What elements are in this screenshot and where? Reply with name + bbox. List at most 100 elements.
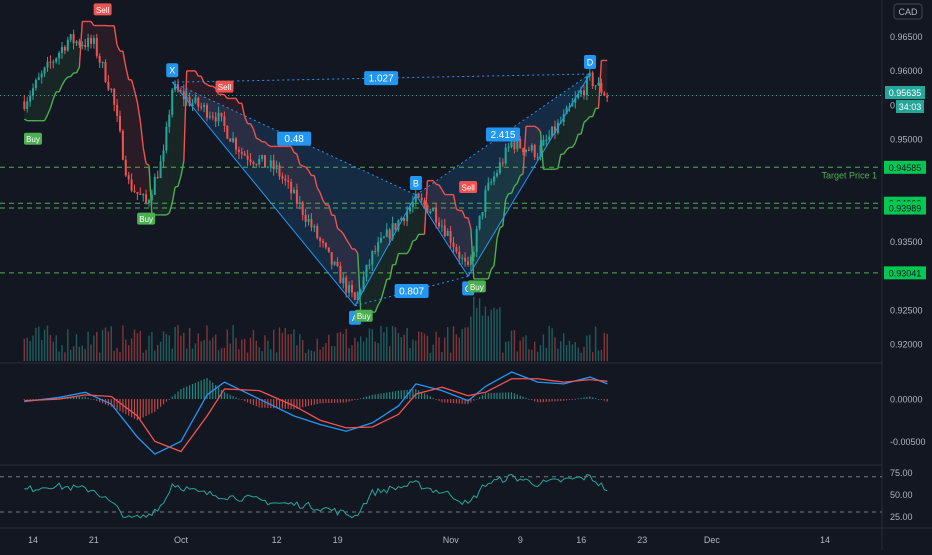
candle-body [273,160,275,169]
candle-body [351,285,353,292]
macd-histogram-bar [369,396,370,399]
macd-histogram-bar [151,399,152,413]
candle-body [49,62,51,63]
volume-bar [511,331,512,361]
signal-label: Sell [461,184,475,193]
macd-histogram-bar [96,399,97,401]
volume-bar [569,341,570,361]
volume-bar [299,334,300,361]
volume-bar [522,337,523,361]
volume-bar [189,328,190,361]
volume-bar [606,334,607,361]
volume-bar [227,330,228,361]
candle-body [600,83,602,93]
volume-bar [412,340,413,361]
volume-bar [70,350,71,361]
volume-bar [264,335,265,361]
volume-bar [84,349,85,361]
candle-body [223,116,225,126]
rsi-tick-label: 50.00 [890,490,913,500]
candle-body [168,115,170,127]
macd-histogram-bar [360,398,361,399]
candle-body [429,211,431,213]
volume-bar [401,337,402,361]
volume-bar [450,353,451,361]
volume-bar [253,330,254,361]
macd-histogram-bar [192,384,193,399]
candle-body [128,175,130,179]
signal-label: Buy [357,312,371,321]
candle-body [290,182,292,193]
candle-body [441,226,443,227]
macd-histogram-bar [531,399,532,400]
candle-body [278,165,280,176]
time-tick-label: 21 [89,535,99,545]
candle-body [165,127,167,151]
candle-body [473,252,475,257]
candle-body [261,155,263,159]
macd-histogram-bar [488,393,489,399]
candle-body [116,105,118,116]
price-tick-label: 0.93500 [890,237,923,247]
volume-bar [456,334,457,361]
macd-histogram-bar [517,394,518,399]
candle-body [336,262,338,266]
candle-body [383,237,385,238]
macd-histogram-bar [377,394,378,399]
candle-body [467,261,469,264]
candle-body [249,159,251,162]
macd-histogram-bar [482,395,483,399]
macd-histogram-bar [476,399,477,400]
macd-histogram-bar [505,393,506,400]
volume-bar [145,350,146,361]
macd-histogram-bar [566,399,567,400]
volume-bar [461,329,462,361]
candle-body [247,156,249,160]
macd-histogram-bar [264,399,265,408]
time-tick-label: 23 [637,535,647,545]
volume-bar [113,351,114,361]
macd-histogram-bar [180,389,181,399]
macd-tick-label: 0.00000 [890,395,923,405]
candle-body [476,229,478,252]
volume-bar [357,342,358,361]
volume-bar [96,332,97,361]
macd-histogram-bar [140,399,141,419]
volume-bar [345,329,346,361]
macd-histogram-bar [227,394,228,400]
candle-body [322,241,324,243]
candle-body [23,101,25,109]
candle-body [58,53,60,58]
macd-histogram-bar [551,399,552,401]
macd-histogram-bar [183,388,184,399]
volume-bar [29,341,30,361]
macd-histogram-bar [230,395,231,399]
volume-bar [285,328,286,361]
candle-body [241,152,243,153]
candle-body [197,98,199,107]
macd-histogram-bar [514,393,515,399]
volume-bar [267,341,268,361]
volume-bar [166,334,167,361]
candle-body [508,147,510,148]
volume-bar [38,327,39,361]
currency-badge[interactable]: CAD [894,4,922,19]
macd-histogram-bar [198,382,199,399]
trail-fill [430,181,433,211]
volume-bar [273,330,274,361]
macd-histogram-bar [328,399,329,403]
trail-fill [239,103,242,153]
volume-bar [174,327,175,361]
volume-bar [186,349,187,361]
volume-bar [528,349,529,361]
volume-bar [206,325,207,361]
volume-bar [241,340,242,361]
macd-histogram-bar [572,399,573,400]
candle-body [484,190,486,212]
volume-bar [592,352,593,361]
candle-body [458,252,460,259]
candle-body [200,107,202,108]
macd-histogram-bar [29,399,30,400]
